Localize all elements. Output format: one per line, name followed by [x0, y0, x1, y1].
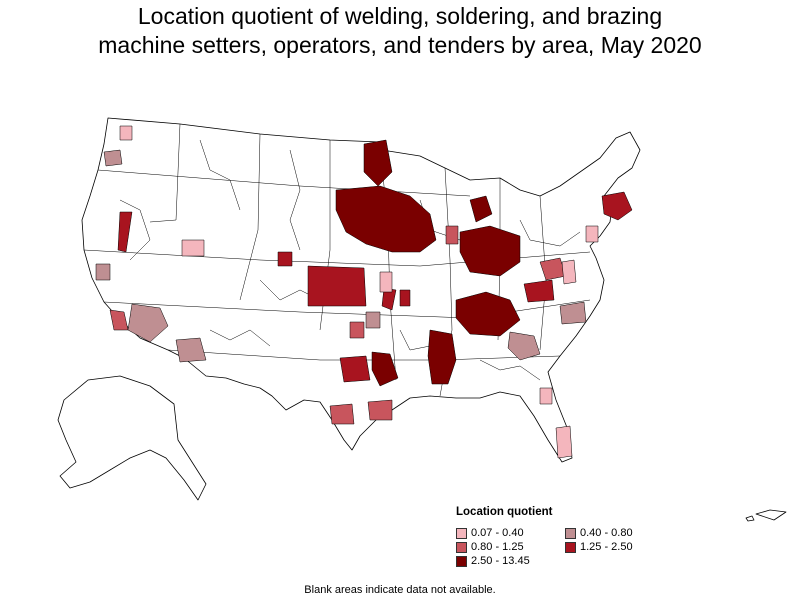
area-lq-0.80-1.25 — [349, 321, 365, 339]
area-lq-1.25-2.50 — [117, 211, 133, 253]
legend: Location quotient 0.07 - 0.40 0.40 - 0.8… — [456, 506, 656, 567]
area-lq-2.50-13.45 — [335, 185, 437, 253]
area-lq-1.25-2.50 — [307, 265, 367, 307]
area-lq-0.80-1.25 — [445, 225, 459, 245]
hawaii-island-2 — [745, 515, 755, 522]
area-lq-1.25-2.50 — [277, 251, 293, 267]
area-lq-1.25-2.50 — [339, 355, 371, 383]
area-lq-2.50-13.45 — [469, 195, 493, 223]
area-lq-2.50-13.45 — [363, 139, 393, 187]
legend-item: 1.25 - 2.50 — [565, 541, 665, 553]
area-lq-0.07-0.40 — [539, 387, 553, 405]
area-lq-0.40-0.80 — [559, 301, 587, 325]
area-lq-0.07-0.40 — [585, 225, 599, 243]
legend-swatch — [565, 527, 576, 539]
area-lq-1.25-2.50 — [399, 289, 411, 307]
area-lq-0.80-1.25 — [329, 403, 355, 425]
area-lq-0.40-0.80 — [103, 149, 123, 167]
area-lq-1.25-2.50 — [601, 191, 633, 221]
area-lq-0.80-1.25 — [367, 399, 393, 421]
legend-label: 1.25 - 2.50 — [580, 541, 633, 553]
legend-item: 0.07 - 0.40 — [456, 527, 565, 539]
legend-swatch — [456, 541, 467, 553]
legend-item: 2.50 - 13.45 — [456, 555, 565, 567]
legend-label: 0.40 - 0.80 — [580, 527, 633, 539]
legend-swatch — [565, 541, 576, 553]
area-lq-2.50-13.45 — [459, 225, 521, 277]
legend-title: Location quotient — [456, 506, 553, 518]
legend-label: 2.50 - 13.45 — [471, 555, 530, 567]
alaska-outline — [57, 375, 207, 501]
title-line-1: Location quotient of welding, soldering,… — [137, 3, 663, 29]
legend-item: 0.40 - 0.80 — [565, 527, 665, 539]
area-lq-0.07-0.40 — [119, 125, 133, 141]
area-lq-0.07-0.40 — [555, 425, 573, 459]
legend-swatch — [456, 555, 467, 567]
area-lq-0.07-0.40 — [561, 259, 577, 285]
map-title: Location quotient of welding, soldering,… — [0, 2, 800, 60]
area-lq-0.07-0.40 — [379, 271, 393, 293]
legend-label: 0.80 - 1.25 — [471, 541, 524, 553]
area-lq-0.07-0.40 — [181, 239, 205, 257]
area-lq-0.40-0.80 — [95, 263, 111, 281]
legend-label: 0.07 - 0.40 — [471, 527, 524, 539]
area-lq-0.40-0.80 — [127, 303, 169, 343]
area-lq-1.25-2.50 — [523, 279, 555, 303]
hawaii-island-1 — [755, 509, 787, 521]
area-lq-0.40-0.80 — [175, 337, 207, 363]
area-lq-2.50-13.45 — [455, 291, 521, 337]
legend-item: 0.80 - 1.25 — [456, 541, 565, 553]
area-lq-2.50-13.45 — [427, 329, 457, 385]
legend-swatch — [456, 527, 467, 539]
blank-areas-note: Blank areas indicate data not available. — [304, 584, 496, 596]
area-lq-2.50-13.45 — [371, 351, 399, 387]
title-line-2: machine setters, operators, and tenders … — [98, 32, 702, 58]
area-lq-0.40-0.80 — [365, 311, 381, 329]
area-lq-0.40-0.80 — [507, 331, 541, 361]
